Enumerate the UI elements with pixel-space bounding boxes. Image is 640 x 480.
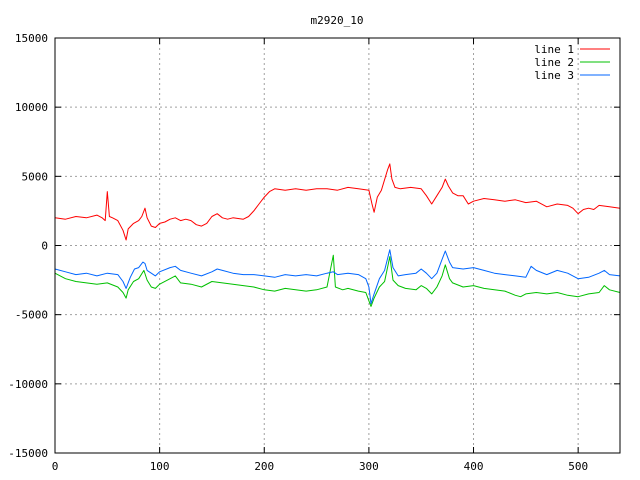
grid	[55, 38, 620, 453]
series-line-3	[54, 249, 621, 305]
plot-frame	[54, 37, 621, 454]
y-tick-label: -15000	[8, 447, 48, 460]
y-tick-label: -5000	[15, 309, 48, 322]
y-tick-label: -10000	[8, 378, 48, 391]
y-tick-label: 5000	[22, 170, 49, 183]
y-tick-label: 0	[41, 240, 48, 253]
x-tick-label: 100	[150, 460, 170, 473]
y-tick-label: 15000	[15, 32, 48, 45]
axis-ticks: 0 100 200 300 400 500 15000 10000 5000 0 -5000 -100…	[8, 32, 620, 473]
legend-label: line 1	[534, 43, 574, 56]
series-line-1	[54, 163, 621, 241]
x-tick-label: 300	[359, 460, 379, 473]
legend-label: line 3	[534, 69, 574, 82]
chart-title: m2920_10	[311, 14, 364, 27]
y-tick-label: 10000	[15, 101, 48, 114]
x-tick-label: 0	[52, 460, 59, 473]
legend-label: line 2	[534, 56, 574, 69]
series-line-2	[54, 254, 621, 307]
x-tick-label: 200	[254, 460, 274, 473]
series-group	[54, 163, 621, 307]
x-tick-label: 500	[568, 460, 588, 473]
x-tick-label: 400	[464, 460, 484, 473]
